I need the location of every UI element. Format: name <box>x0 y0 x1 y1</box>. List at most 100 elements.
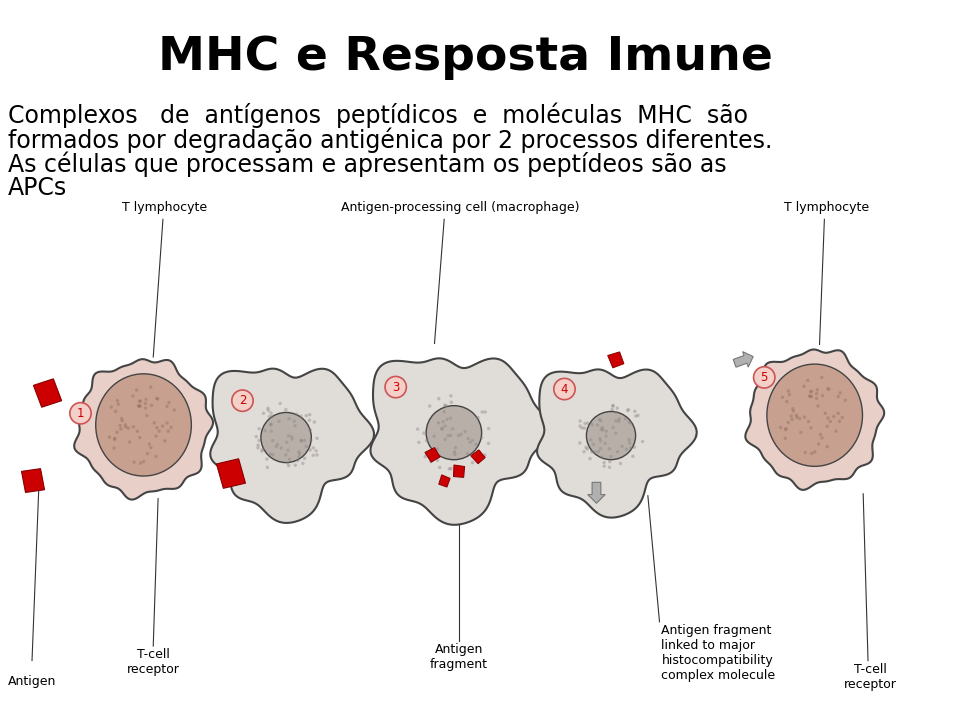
Circle shape <box>590 450 593 453</box>
Circle shape <box>483 453 487 457</box>
Circle shape <box>477 450 481 454</box>
Text: 5: 5 <box>760 371 768 384</box>
Circle shape <box>290 435 294 438</box>
Circle shape <box>156 426 158 430</box>
Circle shape <box>826 425 828 428</box>
Circle shape <box>149 446 153 450</box>
Circle shape <box>593 450 596 454</box>
Circle shape <box>588 457 591 460</box>
Circle shape <box>817 442 821 446</box>
Circle shape <box>803 384 805 388</box>
Circle shape <box>828 387 830 391</box>
Circle shape <box>826 387 829 390</box>
Circle shape <box>284 408 288 412</box>
Circle shape <box>836 412 840 415</box>
Circle shape <box>583 450 586 453</box>
Circle shape <box>841 416 844 420</box>
Text: 2: 2 <box>239 395 246 407</box>
Circle shape <box>589 438 592 442</box>
Circle shape <box>137 405 141 408</box>
Text: 1: 1 <box>77 407 84 420</box>
Circle shape <box>786 421 790 425</box>
Circle shape <box>451 427 454 430</box>
Circle shape <box>578 420 582 423</box>
Circle shape <box>481 410 484 414</box>
Circle shape <box>150 404 154 407</box>
Circle shape <box>628 441 632 445</box>
Circle shape <box>169 425 173 429</box>
Circle shape <box>298 453 301 456</box>
Circle shape <box>600 427 603 431</box>
Circle shape <box>155 397 158 400</box>
Text: T lymphocyte: T lymphocyte <box>783 201 869 215</box>
Circle shape <box>437 397 441 400</box>
Circle shape <box>804 450 807 454</box>
Circle shape <box>271 415 274 418</box>
Circle shape <box>444 404 447 407</box>
Circle shape <box>629 446 633 450</box>
Circle shape <box>474 442 478 446</box>
Circle shape <box>453 450 456 453</box>
Circle shape <box>288 458 291 461</box>
Circle shape <box>260 449 264 453</box>
Circle shape <box>634 410 636 413</box>
Text: T-cell
receptor: T-cell receptor <box>844 662 897 690</box>
Circle shape <box>815 397 818 400</box>
Circle shape <box>627 420 631 424</box>
Ellipse shape <box>767 364 862 466</box>
Circle shape <box>780 395 784 399</box>
Circle shape <box>265 458 269 461</box>
Circle shape <box>165 421 169 425</box>
Polygon shape <box>608 352 624 368</box>
Circle shape <box>834 430 838 433</box>
Circle shape <box>836 395 840 398</box>
Circle shape <box>809 395 813 398</box>
Circle shape <box>138 400 142 403</box>
Circle shape <box>166 430 170 433</box>
Circle shape <box>601 426 604 430</box>
Circle shape <box>137 404 140 407</box>
Circle shape <box>612 405 614 408</box>
Circle shape <box>444 404 446 407</box>
Circle shape <box>608 447 612 450</box>
Text: 4: 4 <box>561 382 568 395</box>
Circle shape <box>454 467 458 470</box>
Circle shape <box>821 394 825 397</box>
Circle shape <box>298 450 300 454</box>
Circle shape <box>586 422 589 425</box>
Text: T lymphocyte: T lymphocyte <box>122 201 207 215</box>
Circle shape <box>617 417 621 420</box>
Text: As células que processam e apresentam os peptídeos são as: As células que processam e apresentam os… <box>8 151 727 177</box>
Circle shape <box>585 445 588 449</box>
Circle shape <box>441 427 444 430</box>
Circle shape <box>271 453 275 456</box>
Circle shape <box>596 450 600 453</box>
Circle shape <box>598 417 601 421</box>
Circle shape <box>612 404 614 407</box>
Circle shape <box>631 455 635 458</box>
Circle shape <box>417 440 420 444</box>
Circle shape <box>580 426 584 430</box>
Circle shape <box>277 420 280 423</box>
Circle shape <box>118 424 122 427</box>
Circle shape <box>113 437 116 441</box>
Circle shape <box>443 410 446 413</box>
Circle shape <box>173 408 176 412</box>
Circle shape <box>554 378 575 400</box>
Circle shape <box>789 415 793 417</box>
Ellipse shape <box>96 374 191 476</box>
Circle shape <box>791 407 795 410</box>
Circle shape <box>824 412 828 415</box>
Circle shape <box>423 455 427 458</box>
Circle shape <box>784 428 787 432</box>
Circle shape <box>625 448 628 451</box>
Circle shape <box>120 419 124 422</box>
Circle shape <box>612 426 615 430</box>
Circle shape <box>300 415 302 418</box>
Text: Antigen: Antigen <box>8 675 57 688</box>
Circle shape <box>113 437 116 440</box>
Circle shape <box>114 410 117 413</box>
Circle shape <box>809 426 813 430</box>
Circle shape <box>304 414 308 417</box>
Circle shape <box>476 416 480 420</box>
